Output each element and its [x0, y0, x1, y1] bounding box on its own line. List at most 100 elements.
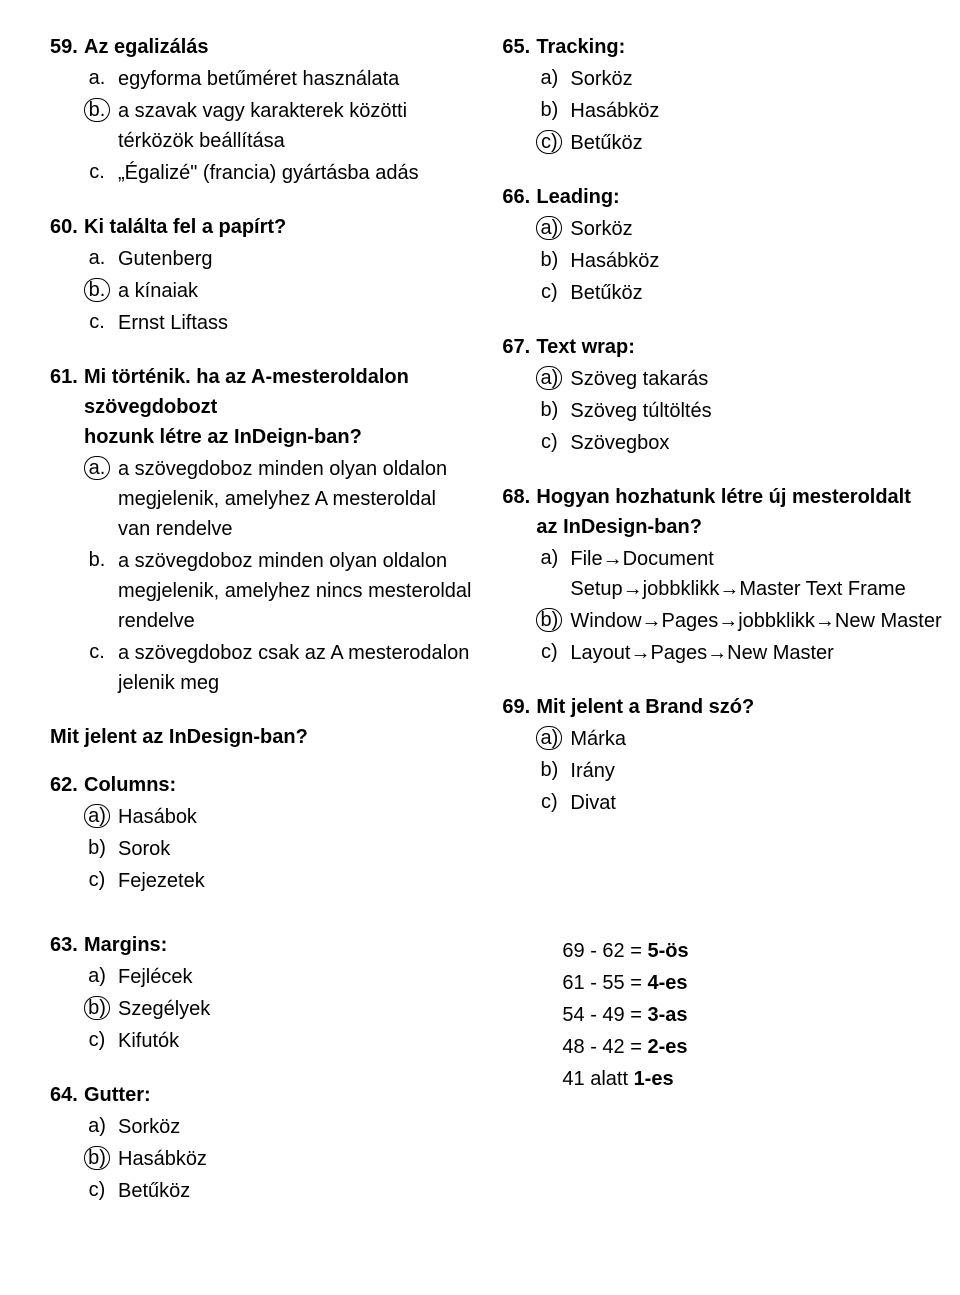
option-marker-circled: a)	[84, 804, 110, 828]
question-block: 63. Margins: a) Fejlécek b) Szegélyek c)…	[50, 930, 472, 1056]
option: a) Sorköz	[536, 214, 942, 244]
left-column: 59. Az egalizálás a. egyforma betűméret …	[50, 32, 472, 920]
question-title: 66. Leading:	[502, 182, 942, 212]
question-block: 65. Tracking: a) Sorköz b) Hasábköz c) B…	[502, 32, 942, 158]
question-number: 66.	[502, 182, 536, 212]
bottom-left-column: 63. Margins: a) Fejlécek b) Szegélyek c)…	[50, 930, 472, 1230]
option-text: File→Document Setup→jobbklikk→Master Tex…	[570, 544, 942, 604]
option-marker-circled: b)	[84, 996, 110, 1020]
question-block: 68. Hogyan hozhatunk létre új mesterolda…	[502, 482, 942, 668]
option: b) Hasábköz	[536, 96, 942, 126]
question-options: a) Sorköz b) Hasábköz c) Betűköz	[50, 1112, 472, 1206]
option: a. a szövegdoboz minden olyan oldalon me…	[84, 454, 472, 544]
option: c. Ernst Liftass	[84, 308, 472, 338]
question-label: Mi történik. ha az A-mesteroldalon szöve…	[84, 362, 472, 422]
option-text: Fejlécek	[118, 962, 472, 992]
question-options: a) Sorköz b) Hasábköz c) Betűköz	[502, 64, 942, 158]
option-text: a szavak vagy karakterek közötti térközö…	[118, 96, 472, 156]
option: c. „Égalizé" (francia) gyártásba adás	[84, 158, 472, 188]
option-text: Hasábok	[118, 802, 472, 832]
question-options: a. a szövegdoboz minden olyan oldalon me…	[50, 454, 472, 698]
grading-grade: 3-as	[647, 1004, 687, 1026]
grading-range: 41 alatt	[562, 1068, 628, 1090]
question-number: 62.	[50, 770, 84, 800]
option-text: Sorköz	[118, 1112, 472, 1142]
section-title: Mit jelent az InDesign-ban?	[50, 722, 472, 752]
option-marker-circled: a.	[84, 456, 110, 480]
option: a. Gutenberg	[84, 244, 472, 274]
option-text: Ernst Liftass	[118, 308, 472, 338]
option-marker: a.	[84, 246, 110, 270]
option-marker: a)	[84, 964, 110, 988]
question-title: 68. Hogyan hozhatunk létre új mesterolda…	[502, 482, 942, 512]
question-number: 61.	[50, 362, 84, 422]
question-options: a) Hasábok b) Sorok c) Fejezetek	[50, 802, 472, 896]
bottom-columns: 63. Margins: a) Fejlécek b) Szegélyek c)…	[50, 930, 930, 1230]
question-label: Columns:	[84, 770, 472, 800]
option: a) File→Document Setup→jobbklikk→Master …	[536, 544, 942, 604]
option-marker: a.	[84, 66, 110, 90]
question-label: Margins:	[84, 930, 472, 960]
question-block: 59. Az egalizálás a. egyforma betűméret …	[50, 32, 472, 188]
option-text: a kínaiak	[118, 276, 472, 306]
option-marker-circled: c)	[536, 130, 562, 154]
grading-row: 69 - 62 = 5-ös	[562, 936, 942, 966]
grading-row: 41 alatt 1-es	[562, 1064, 942, 1094]
option-text: a szövegdoboz minden olyan oldalon megje…	[118, 454, 472, 544]
option-marker: c.	[84, 160, 110, 184]
question-options: a) Fejlécek b) Szegélyek c) Kifutók	[50, 962, 472, 1056]
option-text: „Égalizé" (francia) gyártásba adás	[118, 158, 472, 188]
question-number: 59.	[50, 32, 84, 62]
question-options: a. egyforma betűméret használata b. a sz…	[50, 64, 472, 188]
option: c) Betűköz	[84, 1176, 472, 1206]
option: a) Szöveg takarás	[536, 364, 942, 394]
option-marker: b)	[536, 98, 562, 122]
option-marker-circled: a)	[536, 726, 562, 750]
question-block: 60. Ki találta fel a papírt? a. Gutenber…	[50, 212, 472, 338]
option-text: Layout→Pages→New Master	[570, 638, 942, 668]
option-marker: b)	[536, 248, 562, 272]
question-number: 63.	[50, 930, 84, 960]
question-title: 65. Tracking:	[502, 32, 942, 62]
option-marker: c)	[84, 1178, 110, 1202]
option-marker: a)	[536, 546, 562, 570]
grading-scale: 69 - 62 = 5-ös 61 - 55 = 4-es 54 - 49 = …	[502, 936, 942, 1094]
option-text: Kifutók	[118, 1026, 472, 1056]
question-label: Text wrap:	[536, 332, 942, 362]
question-block: 61. Mi történik. ha az A-mesteroldalon s…	[50, 362, 472, 698]
option-text: Szegélyek	[118, 994, 472, 1024]
option-marker: a)	[536, 66, 562, 90]
option: a) Sorköz	[84, 1112, 472, 1142]
option-marker: b)	[536, 398, 562, 422]
option-marker: c)	[84, 868, 110, 892]
option-text: Gutenberg	[118, 244, 472, 274]
option-marker: c)	[84, 1028, 110, 1052]
option: c) Betűköz	[536, 128, 942, 158]
option-marker: c)	[536, 280, 562, 304]
option-marker: c.	[84, 310, 110, 334]
option-text: Sorköz	[570, 64, 942, 94]
question-label: Leading:	[536, 182, 942, 212]
question-label: Tracking:	[536, 32, 942, 62]
option: c) Divat	[536, 788, 942, 818]
option-marker: c)	[536, 640, 562, 664]
question-number: 65.	[502, 32, 536, 62]
option-text: Irány	[570, 756, 942, 786]
option-text: Hasábköz	[118, 1144, 472, 1174]
option-marker-circled: a)	[536, 366, 562, 390]
option: b) Sorok	[84, 834, 472, 864]
question-label: Mit jelent a Brand szó?	[536, 692, 942, 722]
option-text: Sorköz	[570, 214, 942, 244]
option: c) Layout→Pages→New Master	[536, 638, 942, 668]
option-text: Szöveg túltöltés	[570, 396, 942, 426]
option-marker-circled: a)	[536, 216, 562, 240]
question-block: 69. Mit jelent a Brand szó? a) Márka b) …	[502, 692, 942, 818]
question-options: a) Márka b) Irány c) Divat	[502, 724, 942, 818]
option-text: Hasábköz	[570, 246, 942, 276]
option-text: a szövegdoboz csak az A mesterodalon jel…	[118, 638, 472, 698]
option: a. egyforma betűméret használata	[84, 64, 472, 94]
right-column: 65. Tracking: a) Sorköz b) Hasábköz c) B…	[502, 32, 942, 920]
question-number: 64.	[50, 1080, 84, 1110]
option: a) Sorköz	[536, 64, 942, 94]
top-columns: 59. Az egalizálás a. egyforma betűméret …	[50, 32, 930, 920]
